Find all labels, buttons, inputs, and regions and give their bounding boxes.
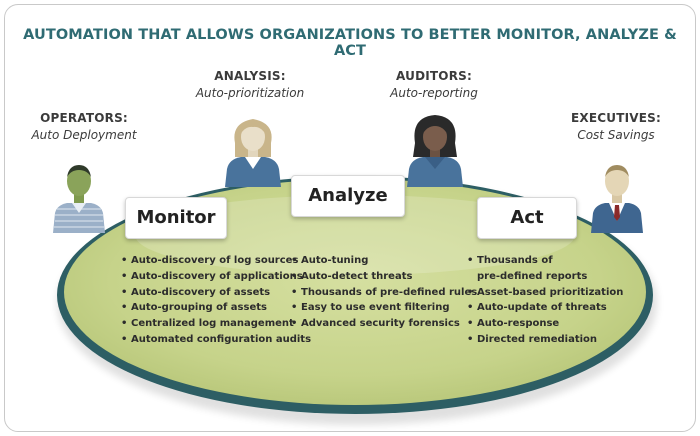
diagram-frame: AUTOMATION THAT ALLOWS ORGANIZATIONS TO … [4, 4, 696, 432]
role-analysis-subtitle: Auto-prioritization [195, 86, 305, 100]
role-analysis: ANALYSIS: Auto-prioritization [185, 69, 315, 100]
analyze-feature-list: Auto-tuning Auto-detect threats Thousand… [291, 253, 477, 332]
role-executives: EXECUTIVES: Cost Savings [551, 111, 681, 142]
role-auditors: AUDITORS: Auto-reporting [369, 69, 499, 100]
monitor-label: Monitor [136, 207, 216, 228]
analyze-box: Analyze [291, 175, 405, 217]
role-auditors-name: AUDITORS: [396, 69, 472, 83]
list-item: Auto-discovery of assets [121, 285, 311, 301]
role-executives-subtitle: Cost Savings [577, 128, 655, 142]
list-item-continuation: pre-defined reports [477, 270, 588, 282]
list-item: Advanced security forensics [291, 316, 477, 332]
operator-person-icon [53, 165, 105, 233]
list-item: Auto-grouping of assets [121, 300, 311, 316]
list-item: Auto-detect threats [291, 269, 477, 285]
list-item: Directed remediation [467, 332, 623, 348]
monitor-feature-list: Auto-discovery of log sources Auto-disco… [121, 253, 311, 348]
act-label: Act [510, 207, 544, 228]
auditor-person-icon [407, 115, 463, 187]
list-item: Thousands of pre-defined rules [291, 285, 477, 301]
list-item: Centralized log management [121, 316, 311, 332]
role-executives-name: EXECUTIVES: [571, 111, 661, 125]
role-operators-subtitle: Auto Deployment [31, 128, 137, 142]
list-item: Thousands of [467, 253, 623, 269]
diagram-title: AUTOMATION THAT ALLOWS ORGANIZATIONS TO … [23, 27, 677, 59]
list-item: Easy to use event filtering [291, 300, 477, 316]
act-box: Act [477, 197, 577, 239]
list-item: Auto-discovery of applications [121, 269, 311, 285]
executive-person-icon [591, 165, 643, 233]
list-item: Auto-discovery of log sources [121, 253, 311, 269]
list-item: Auto-update of threats [467, 300, 623, 316]
list-item: Auto-tuning [291, 253, 477, 269]
analyst-person-icon [225, 119, 281, 187]
role-analysis-name: ANALYSIS: [214, 69, 286, 83]
monitor-box: Monitor [125, 197, 227, 239]
role-auditors-subtitle: Auto-reporting [390, 86, 478, 100]
list-item: Asset-based prioritization [467, 285, 623, 301]
list-item: Auto-response [467, 316, 623, 332]
act-feature-list: Thousands of pre-defined reports Asset-b… [467, 253, 623, 348]
role-operators: OPERATORS: Auto Deployment [19, 111, 149, 142]
role-operators-name: OPERATORS: [40, 111, 128, 125]
list-item: Automated configuration audits [121, 332, 311, 348]
analyze-label: Analyze [308, 185, 388, 206]
